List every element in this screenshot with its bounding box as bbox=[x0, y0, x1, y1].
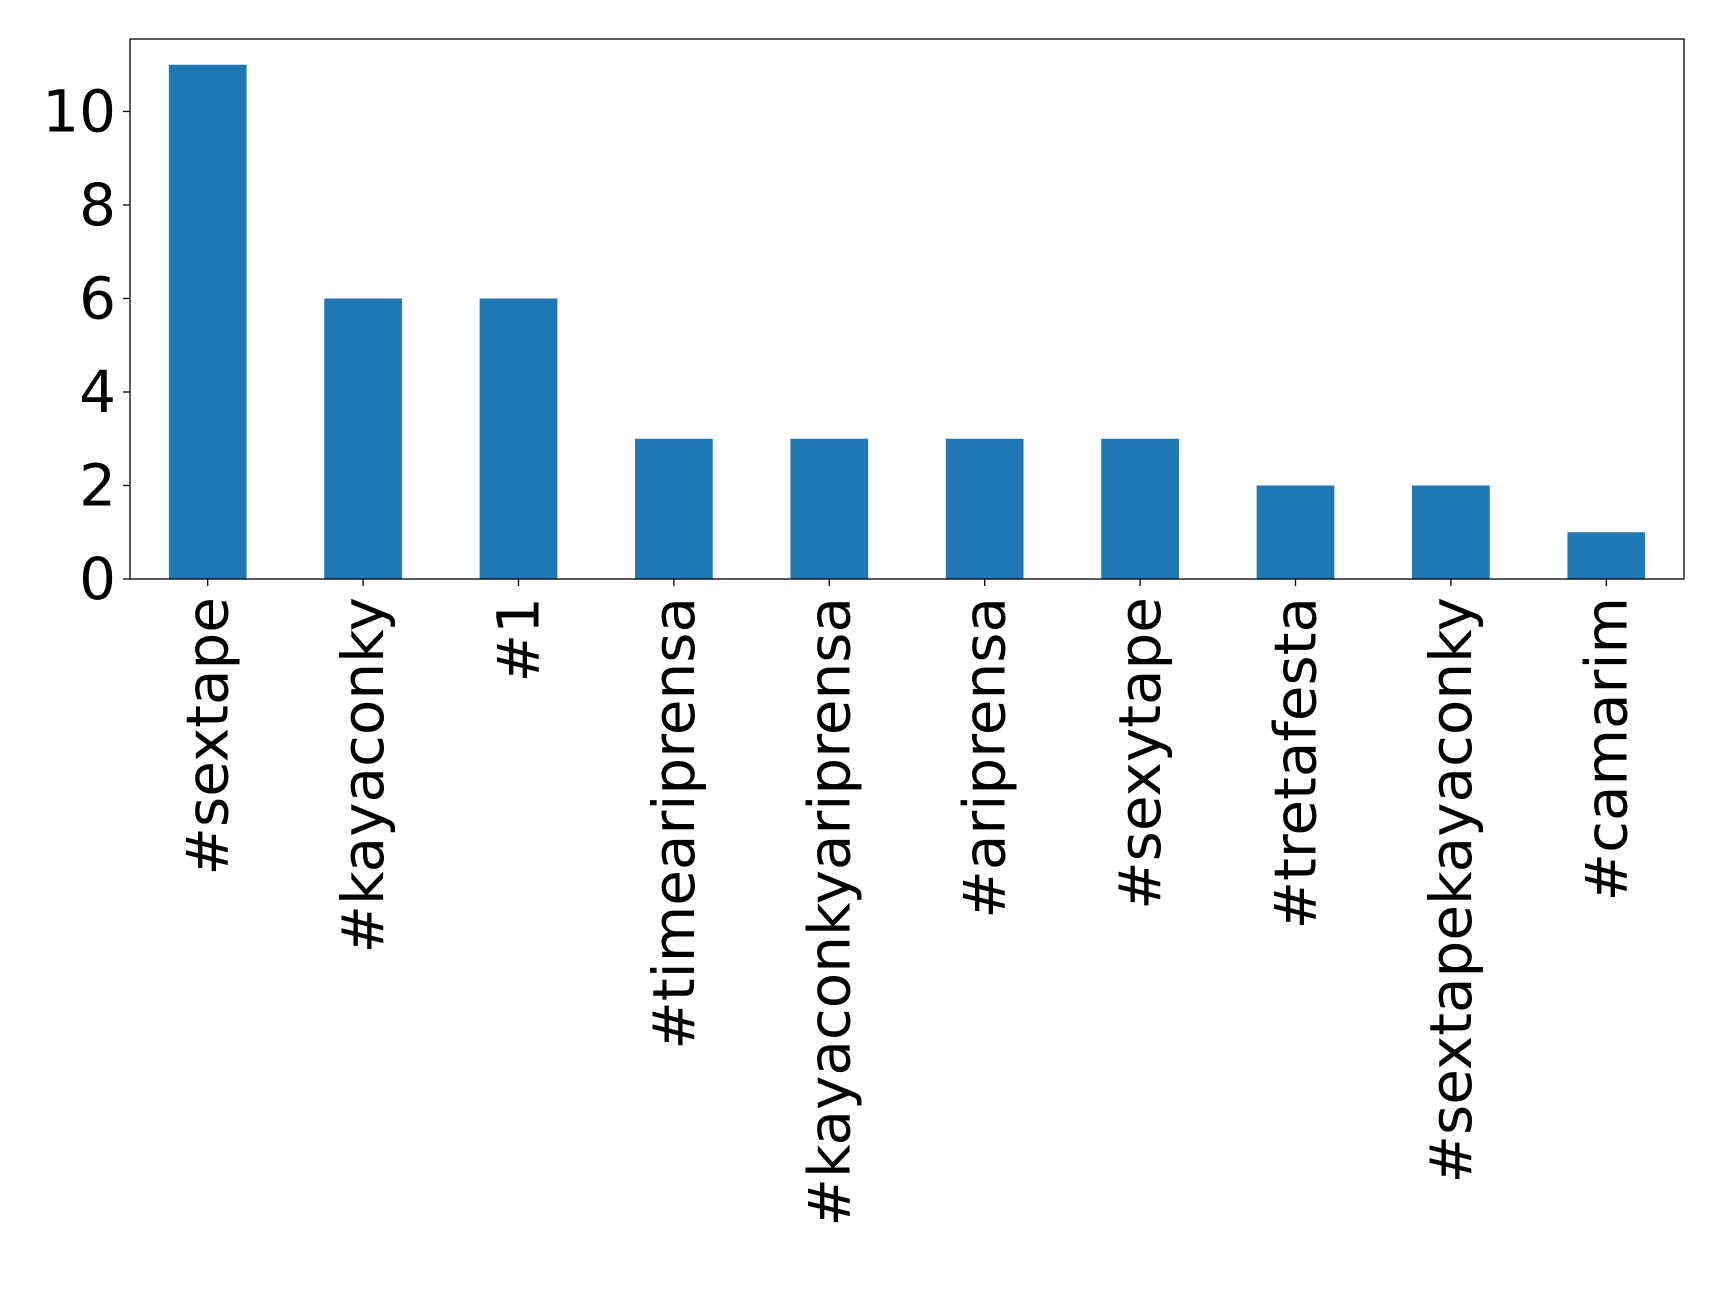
x-tick-label: #tretafesta bbox=[1262, 597, 1330, 929]
x-tick-label: #timeariprensa bbox=[640, 597, 708, 1050]
bar-0 bbox=[168, 64, 247, 579]
x-tick-label: #sextapekayaconky bbox=[1417, 597, 1485, 1184]
x-tick-label: #sexytape bbox=[1106, 597, 1174, 910]
bar-5 bbox=[945, 438, 1024, 579]
bar-9 bbox=[1567, 532, 1646, 579]
x-tick-label: #kayaconkyariprensa bbox=[795, 597, 863, 1227]
x-tick-label: #ariprensa bbox=[951, 597, 1019, 919]
bars-layer bbox=[168, 64, 1646, 579]
bar-4 bbox=[790, 438, 869, 579]
bar-8 bbox=[1412, 485, 1490, 579]
x-tick-label: #sextape bbox=[174, 597, 242, 876]
bar-2 bbox=[479, 298, 558, 579]
x-tick-label: #kayaconky bbox=[329, 597, 397, 954]
bar-6 bbox=[1101, 438, 1179, 579]
x-tick-label: #camarim bbox=[1572, 597, 1640, 902]
y-tick-label: 10 bbox=[42, 77, 116, 145]
y-axis: 0 2 4 6 8 10 bbox=[42, 77, 130, 613]
y-tick-label: 2 bbox=[79, 451, 116, 519]
y-tick-label: 8 bbox=[79, 171, 116, 239]
bar-1 bbox=[324, 298, 402, 579]
x-tick-label: #1 bbox=[485, 597, 553, 683]
y-tick-label: 0 bbox=[79, 545, 116, 613]
y-tick-label: 4 bbox=[79, 358, 116, 426]
bar-3 bbox=[635, 438, 713, 579]
y-tick-label: 6 bbox=[79, 264, 116, 332]
bar-7 bbox=[1256, 485, 1335, 579]
x-axis: #sextape #kayaconky #1 #timeariprensa #kayac… bbox=[174, 579, 1640, 1227]
plot-frame bbox=[129, 38, 1685, 580]
